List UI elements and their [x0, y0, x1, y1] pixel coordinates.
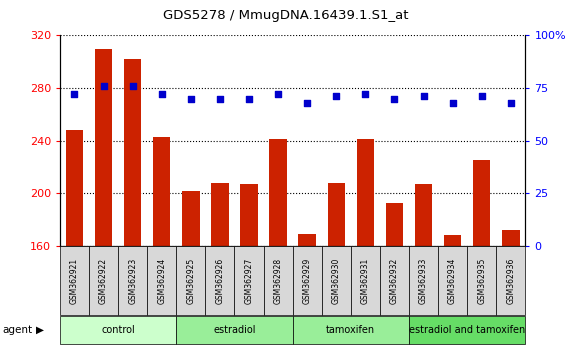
Point	[70, 92, 79, 97]
Point	[128, 83, 137, 89]
Text: tamoxifen: tamoxifen	[326, 325, 375, 335]
Text: GSM362935: GSM362935	[477, 257, 486, 304]
Bar	[328, 183, 345, 246]
Bar	[124, 59, 142, 246]
Point	[99, 83, 108, 89]
Text: GSM362933: GSM362933	[419, 257, 428, 304]
Text: GSM362936: GSM362936	[506, 257, 515, 304]
Bar	[270, 139, 287, 246]
Bar	[211, 183, 228, 246]
Point	[332, 94, 341, 99]
Point	[361, 92, 370, 97]
Text: GSM362927: GSM362927	[244, 257, 254, 304]
Point	[448, 100, 457, 105]
Text: agent: agent	[3, 325, 33, 335]
Text: GSM362932: GSM362932	[390, 257, 399, 304]
Text: ▶: ▶	[36, 325, 44, 335]
Text: GSM362921: GSM362921	[70, 257, 79, 304]
Bar	[299, 234, 316, 246]
Text: GSM362928: GSM362928	[274, 257, 283, 304]
Text: GSM362934: GSM362934	[448, 257, 457, 304]
Bar	[357, 139, 374, 246]
Point	[274, 92, 283, 97]
Text: GDS5278 / MmugDNA.16439.1.S1_at: GDS5278 / MmugDNA.16439.1.S1_at	[163, 9, 408, 22]
Point	[215, 96, 224, 102]
Text: GSM362930: GSM362930	[332, 257, 341, 304]
Point	[419, 94, 428, 99]
Text: GSM362924: GSM362924	[157, 257, 166, 304]
Text: GSM362931: GSM362931	[361, 257, 370, 304]
Point	[186, 96, 195, 102]
Text: GSM362929: GSM362929	[303, 257, 312, 304]
Point	[390, 96, 399, 102]
Text: estradiol: estradiol	[213, 325, 256, 335]
Bar	[182, 191, 200, 246]
Point	[244, 96, 254, 102]
Text: control: control	[101, 325, 135, 335]
Text: GSM362926: GSM362926	[215, 257, 224, 304]
Text: estradiol and tamoxifen: estradiol and tamoxifen	[409, 325, 525, 335]
Bar	[473, 160, 490, 246]
Bar	[444, 235, 461, 246]
Text: GSM362922: GSM362922	[99, 257, 108, 304]
Bar	[153, 137, 171, 246]
Point	[477, 94, 486, 99]
Text: GSM362925: GSM362925	[186, 257, 195, 304]
Point	[506, 100, 516, 105]
Bar	[240, 184, 258, 246]
Text: GSM362923: GSM362923	[128, 257, 137, 304]
Bar	[415, 184, 432, 246]
Point	[157, 92, 166, 97]
Bar	[66, 130, 83, 246]
Bar	[502, 230, 520, 246]
Bar	[95, 48, 112, 246]
Point	[303, 100, 312, 105]
Bar	[385, 202, 403, 246]
